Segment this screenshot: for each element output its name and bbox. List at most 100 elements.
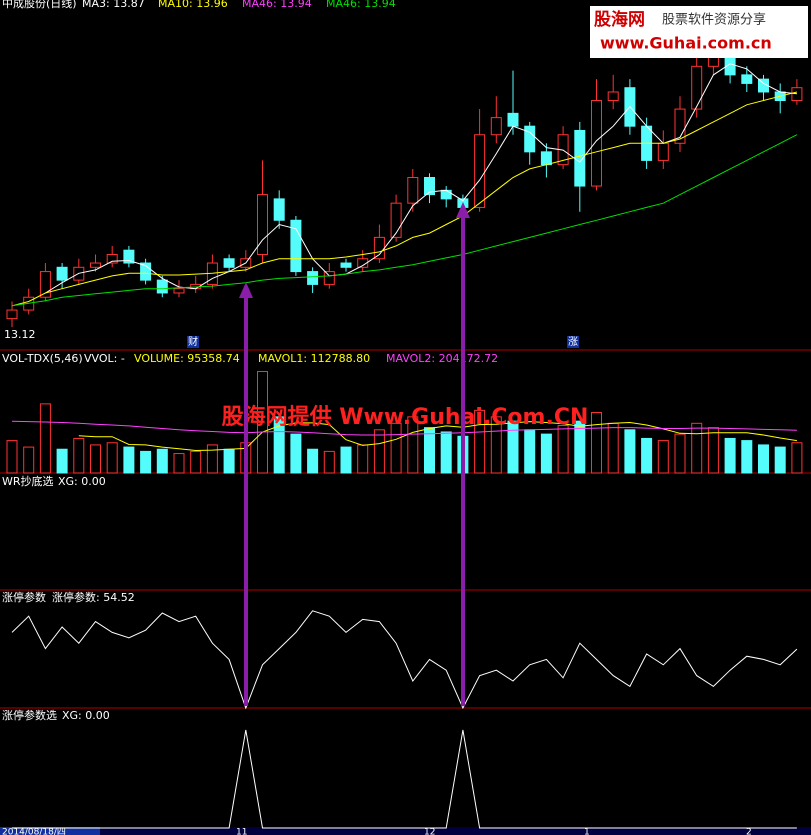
volume-bar <box>657 440 669 474</box>
ma-line <box>45 63 797 294</box>
candle-body <box>407 177 419 204</box>
volume-bar <box>474 409 486 474</box>
candle-body <box>323 271 335 285</box>
volume-bar <box>791 442 803 474</box>
volume-bar <box>540 433 552 474</box>
legend-entry: MA46: 13.94 <box>326 0 396 10</box>
candle-body <box>140 262 152 281</box>
candle-body <box>56 266 68 281</box>
indicator-line <box>12 729 797 829</box>
candle-body <box>674 108 686 144</box>
event-marker: 涨 <box>568 336 578 348</box>
volume-bar <box>173 453 185 474</box>
ma-line <box>11 134 798 307</box>
volume-bar <box>190 450 202 474</box>
volume-bar <box>23 446 35 474</box>
candle-body <box>657 142 669 161</box>
volume-bar <box>557 424 569 474</box>
event-marker-box <box>187 336 199 348</box>
volume-bar <box>206 444 218 474</box>
volume-bar <box>758 444 769 474</box>
logo-box <box>590 6 808 58</box>
volume-bar <box>56 448 68 474</box>
panel-value: XG: 0.00 <box>62 709 110 722</box>
candle-body <box>424 177 435 196</box>
candle-body <box>373 236 385 260</box>
volume-bar <box>373 429 385 474</box>
volume-bar <box>724 437 736 474</box>
low-label: 13.12 <box>4 328 36 341</box>
volume-bar <box>156 448 168 474</box>
volume-bar <box>774 446 786 474</box>
volume-bar <box>524 429 536 474</box>
volume-bar <box>707 427 719 474</box>
x-tick-label: 11 <box>236 828 247 835</box>
candle-body <box>273 198 285 221</box>
candle-body <box>357 258 369 268</box>
indicator-line <box>11 610 798 710</box>
x-tick-label: 1 <box>584 828 590 835</box>
candle-body <box>507 112 519 127</box>
candle-body <box>474 134 486 208</box>
candle-body <box>741 74 753 84</box>
panel-title: VOL-TDX(5,46) <box>2 352 83 365</box>
candle-body <box>173 288 185 294</box>
panel-value: 涨停参数: 54.52 <box>52 590 135 604</box>
volume-bar <box>6 440 18 474</box>
volume-bar <box>323 450 335 474</box>
panel-title: 涨停参数选 <box>2 708 57 722</box>
candle-body <box>156 279 168 294</box>
candle-body <box>440 189 452 200</box>
x-tick-label: 12 <box>424 828 435 835</box>
logo-slogan: 股票软件资源分享 <box>662 12 766 28</box>
legend-entry: MA46: 13.94 <box>242 0 312 10</box>
candle-body <box>691 65 703 110</box>
volume-bar <box>140 450 152 474</box>
volume-bar <box>90 444 101 474</box>
candle-body <box>6 309 18 320</box>
volume-bar <box>257 370 268 474</box>
candle-body <box>39 271 51 298</box>
logo-url: www.Guhai.com.cn <box>600 34 772 53</box>
candle-body <box>490 117 502 136</box>
panel-value: XG: 0.00 <box>58 475 106 488</box>
volume-bar <box>440 431 452 474</box>
volume-bar <box>591 412 602 474</box>
candle-body <box>123 249 135 264</box>
legend-entry: MA3: 13.87 <box>82 0 145 10</box>
candle-body <box>290 219 302 273</box>
volume-bar <box>290 433 302 474</box>
mavol-line <box>78 421 797 452</box>
mavol-line <box>11 420 797 436</box>
candle-body <box>257 194 268 255</box>
volume-bar <box>223 448 235 474</box>
volume-bar <box>307 448 319 474</box>
candle-body <box>390 202 402 238</box>
volume-bar <box>574 420 586 474</box>
legend-entry: MA10: 13.96 <box>158 0 228 10</box>
candle-body <box>540 151 552 166</box>
volume-bar <box>73 437 85 474</box>
x-tick-label: 2 <box>746 828 752 835</box>
logo-name: 股海网 <box>594 9 645 30</box>
volume-bar <box>424 427 435 474</box>
volume-bar <box>39 403 51 474</box>
volume-bar <box>674 433 686 474</box>
arrow-head <box>456 202 470 218</box>
volume-bar <box>273 416 285 474</box>
candle-body <box>90 262 101 268</box>
volume-bar <box>390 422 402 474</box>
watermark: 股海网提供 Www.Guhai.Com.CN <box>222 404 589 430</box>
panel-subtitle: VVOL: - <box>84 352 125 365</box>
volume-bar <box>624 429 636 474</box>
volume-bar <box>741 440 753 474</box>
date-box <box>0 827 100 835</box>
candle-body <box>607 91 619 102</box>
volume-bar <box>490 416 502 474</box>
candle-body <box>524 125 536 153</box>
chart-title: 中成股份(日线) <box>2 0 77 10</box>
volume-bar <box>123 446 135 474</box>
ma-line <box>11 91 798 307</box>
volume-bar <box>407 416 419 474</box>
